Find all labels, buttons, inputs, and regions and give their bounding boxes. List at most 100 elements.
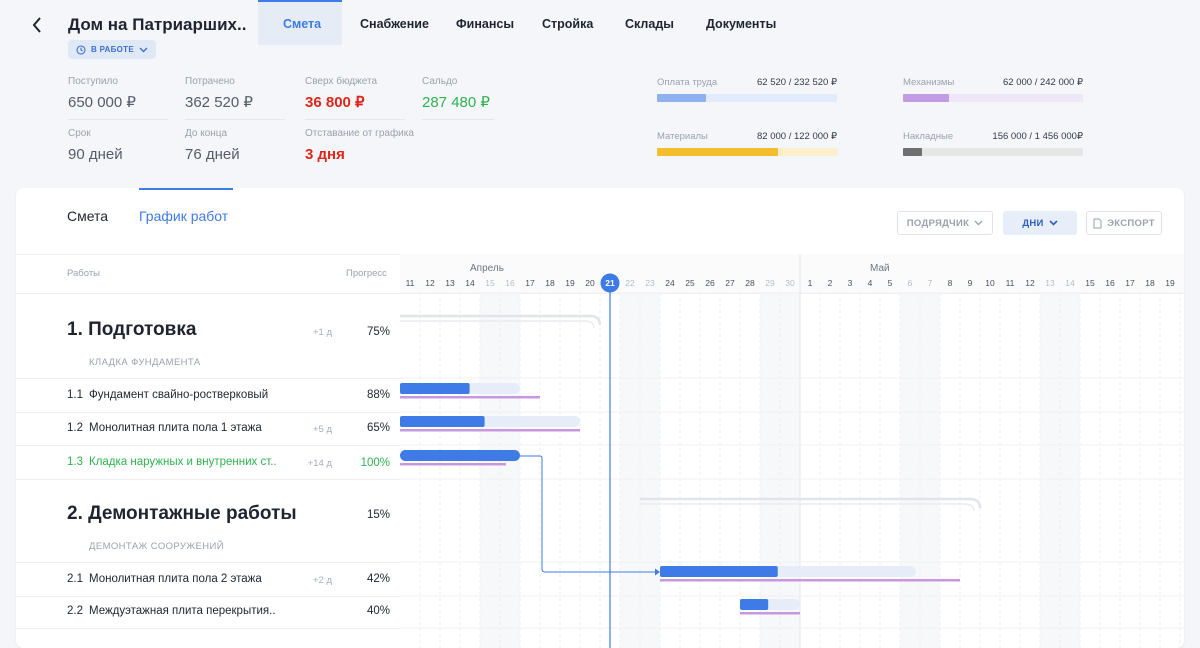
row-progress: 42% [366,573,390,585]
task-bar-plan [660,579,960,582]
received-label: Поступило [68,76,118,87]
nav-tab-warehouses[interactable]: Склады [625,17,674,31]
day-label: 16 [505,278,515,288]
weekend-column [900,254,920,648]
group-bracket [640,497,982,509]
month-label: Май [870,263,890,274]
row-delay: +14 д [307,458,332,469]
task-name[interactable]: Фундамент свайно-ростверковый [89,389,269,401]
row-progress: 65% [366,422,390,434]
day-label: 23 [645,278,655,288]
task-bar-plan [400,429,580,432]
task-name[interactable]: Монолитная плита пола 1 этажа [89,422,262,434]
progress-column-header: Прогресс [346,268,387,279]
row-progress: 100% [360,457,390,469]
row-number: 2.1 [67,573,83,585]
row-divider [16,412,400,413]
row-number: 1.2 [67,422,83,434]
day-label: 11 [406,278,415,288]
row-divider [16,562,400,563]
scale-select-label: ДНИ [1022,217,1044,229]
day-label: 15 [485,278,495,288]
group-title[interactable]: 1. Подготовка [67,319,197,340]
day-label: 19 [565,278,575,288]
content-tab-schedule[interactable]: График работ [139,208,229,224]
day-label: 24 [665,278,675,288]
row-delay: +1 д [312,327,332,338]
row-progress: 75% [366,326,390,338]
row-divider [16,479,400,480]
export-button[interactable]: ЭКСПОРТ [1086,211,1162,235]
task-name[interactable]: Междуэтажная плита перекрытия.. [89,605,276,617]
row-progress: 88% [366,389,390,401]
budget-bar-materials-fill [657,148,778,156]
nav-tab-documents[interactable]: Документы [706,17,777,31]
status-badge[interactable]: В РАБОТЕ [68,40,157,59]
day-label: 20 [585,278,595,288]
day-label: 7 [928,278,933,288]
nav-tab-supply[interactable]: Снабжение [360,17,429,31]
day-label: 14 [465,278,475,288]
chevron-down-icon [1049,220,1058,226]
task-name[interactable]: Кладка наружных и внутренних ст.. [89,456,277,468]
group-bracket [640,503,975,512]
received-value: 650 000 ₽ [68,94,136,111]
lag-label: Отставание от графика [305,128,414,139]
budget-bar-machines-fill [903,94,950,102]
day-label: 21 [605,278,615,288]
day-label: 2 [828,278,833,288]
back-button[interactable] [28,14,46,36]
scale-select-button[interactable]: ДНИ [1003,211,1077,235]
contractor-filter-button[interactable]: ПОДРЯДЧИК [897,211,993,235]
status-label: В РАБОТЕ [91,45,135,54]
lag-value: 3 дня [305,146,345,163]
budget-label-materials: Материалы [657,131,708,142]
over-budget-value: 36 800 ₽ [305,94,365,111]
row-delay: +5 д [312,424,332,435]
day-label: 19 [1165,278,1175,288]
content-tab-estimate[interactable]: Смета [67,208,109,224]
budget-label-labor: Оплата труда [657,77,718,88]
task-bar-progress [400,383,470,394]
timeline-header [400,254,1184,292]
budget-value-overhead: 156 000 / 1 456 000₽ [992,131,1083,142]
budget-bar-labor [657,94,837,102]
contractor-filter-label: ПОДРЯДЧИК [906,217,970,229]
group-bracket [400,320,595,329]
row-delay: +2 д [312,575,332,586]
task-bar-plan [400,396,540,399]
day-label: 4 [868,278,873,288]
task-bar-plan [740,612,800,615]
day-label: 26 [705,278,715,288]
group-title[interactable]: 2. Демонтажные работы [67,503,297,524]
day-label: 3 [848,278,853,288]
nav-tab-estimate[interactable]: Смета [283,17,322,31]
task-name[interactable]: Монолитная плита пола 2 этажа [89,573,262,585]
day-label: 27 [725,278,735,288]
nav-tab-finance[interactable]: Финансы [456,17,515,31]
nav-active-indicator [258,0,342,45]
content-tab-indicator [139,188,233,190]
row-progress: 15% [366,509,390,521]
row-number: 1.3 [67,456,83,468]
task-bar-plan [400,463,506,466]
day-label: 18 [545,278,555,288]
stats-divider [185,119,285,120]
stats-divider [305,119,405,120]
weekend-column [1040,254,1060,648]
over-budget-label: Сверх бюджета [305,76,378,87]
left-label: До конца [185,128,228,139]
day-label: 28 [745,278,755,288]
nav-tab-construction[interactable]: Стройка [542,17,594,31]
weekend-column [760,254,780,648]
dependency-line [520,455,656,573]
day-label: 25 [685,278,695,288]
budget-bar-labor-fill [657,94,706,102]
row-divider [16,628,400,629]
budget-bar-overhead [903,148,1083,156]
day-label: 29 [765,278,775,288]
day-label: 13 [1045,278,1055,288]
works-column-header: Работы [67,268,100,279]
today-marker [600,273,620,293]
spent-label: Потрачено [185,76,235,87]
